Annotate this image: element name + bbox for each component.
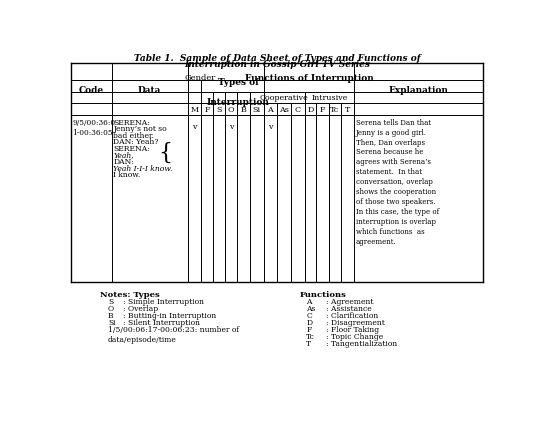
Text: SERENA:: SERENA: xyxy=(114,144,150,153)
Text: : Topic Change: : Topic Change xyxy=(326,332,383,340)
Text: : Butting-in Interruption: : Butting-in Interruption xyxy=(123,311,217,319)
Text: : Disagreement: : Disagreement xyxy=(326,318,385,326)
Text: D: D xyxy=(307,106,314,114)
Text: T: T xyxy=(306,339,312,347)
Text: {: { xyxy=(159,141,173,163)
Text: A: A xyxy=(267,106,273,114)
Text: SERENA:: SERENA: xyxy=(114,118,150,126)
Text: S: S xyxy=(216,106,222,114)
Text: : Tangentialization: : Tangentialization xyxy=(326,339,397,347)
Text: Yeah I-I-I know.: Yeah I-I-I know. xyxy=(114,164,173,172)
Text: F: F xyxy=(204,106,210,114)
Text: : Simple Interruption: : Simple Interruption xyxy=(123,298,204,305)
Text: Code: Code xyxy=(78,86,104,95)
Text: Functions: Functions xyxy=(300,291,347,298)
Text: Functions of Interruption: Functions of Interruption xyxy=(245,74,373,83)
Text: v: v xyxy=(192,122,196,130)
Text: S: S xyxy=(108,298,113,305)
Text: Explanation: Explanation xyxy=(389,86,448,95)
Text: : Assistance: : Assistance xyxy=(326,304,372,312)
Text: Table 1.  Sample of Data Sheet of Types and Functions of: Table 1. Sample of Data Sheet of Types a… xyxy=(134,54,420,63)
Text: F: F xyxy=(320,106,325,114)
Text: Yeah,: Yeah, xyxy=(114,151,134,159)
Text: Tc: Tc xyxy=(306,332,315,340)
Text: Si: Si xyxy=(108,318,116,326)
Text: B: B xyxy=(108,311,114,319)
Text: : Overlap: : Overlap xyxy=(123,304,159,312)
Text: B: B xyxy=(241,106,247,114)
Text: Gender: Gender xyxy=(185,74,216,82)
Text: Si: Si xyxy=(253,106,261,114)
Text: D: D xyxy=(306,318,313,326)
Text: As: As xyxy=(306,304,316,312)
Text: Data: Data xyxy=(138,86,161,95)
Text: DAN: Yeah?: DAN: Yeah? xyxy=(114,138,159,146)
Text: O: O xyxy=(108,304,114,312)
Text: Notes: Types: Notes: Types xyxy=(100,291,160,298)
Text: : Agreement: : Agreement xyxy=(326,298,373,305)
Text: 9/5/00:36:0
1-00:36:05: 9/5/00:36:0 1-00:36:05 xyxy=(72,118,115,136)
Text: Cooperative: Cooperative xyxy=(260,94,308,102)
Text: bad either.: bad either. xyxy=(114,132,154,139)
Text: Interruption in Gossip Girl TV Series: Interruption in Gossip Girl TV Series xyxy=(184,60,370,69)
Text: Tc: Tc xyxy=(331,106,340,114)
Text: v: v xyxy=(229,122,233,130)
Text: : Silent Interruption: : Silent Interruption xyxy=(123,318,200,326)
Text: v: v xyxy=(268,122,273,130)
Text: As: As xyxy=(279,106,289,114)
Text: C: C xyxy=(306,311,312,319)
Text: A: A xyxy=(306,298,312,305)
Text: F: F xyxy=(306,325,312,333)
Text: O: O xyxy=(228,106,234,114)
Text: Intrusive: Intrusive xyxy=(312,94,348,102)
Text: Serena tells Dan that
Jenny is a good girl.
Then, Dan overlaps
Serena because he: Serena tells Dan that Jenny is a good gi… xyxy=(356,118,439,245)
Text: M: M xyxy=(190,106,199,114)
Text: : Clarification: : Clarification xyxy=(326,311,378,319)
Text: Types of

Interruption: Types of Interruption xyxy=(207,77,270,107)
Text: I know.: I know. xyxy=(114,171,141,178)
Text: C: C xyxy=(295,106,301,114)
Text: 1/5/00:06:17-00:06:23: number of
data/episode/time: 1/5/00:06:17-00:06:23: number of data/ep… xyxy=(108,325,239,343)
Text: Jenny’s not so: Jenny’s not so xyxy=(114,125,167,133)
Text: DAN:: DAN: xyxy=(114,158,134,166)
Text: : Floor Taking: : Floor Taking xyxy=(326,325,379,333)
Text: T: T xyxy=(345,106,351,114)
